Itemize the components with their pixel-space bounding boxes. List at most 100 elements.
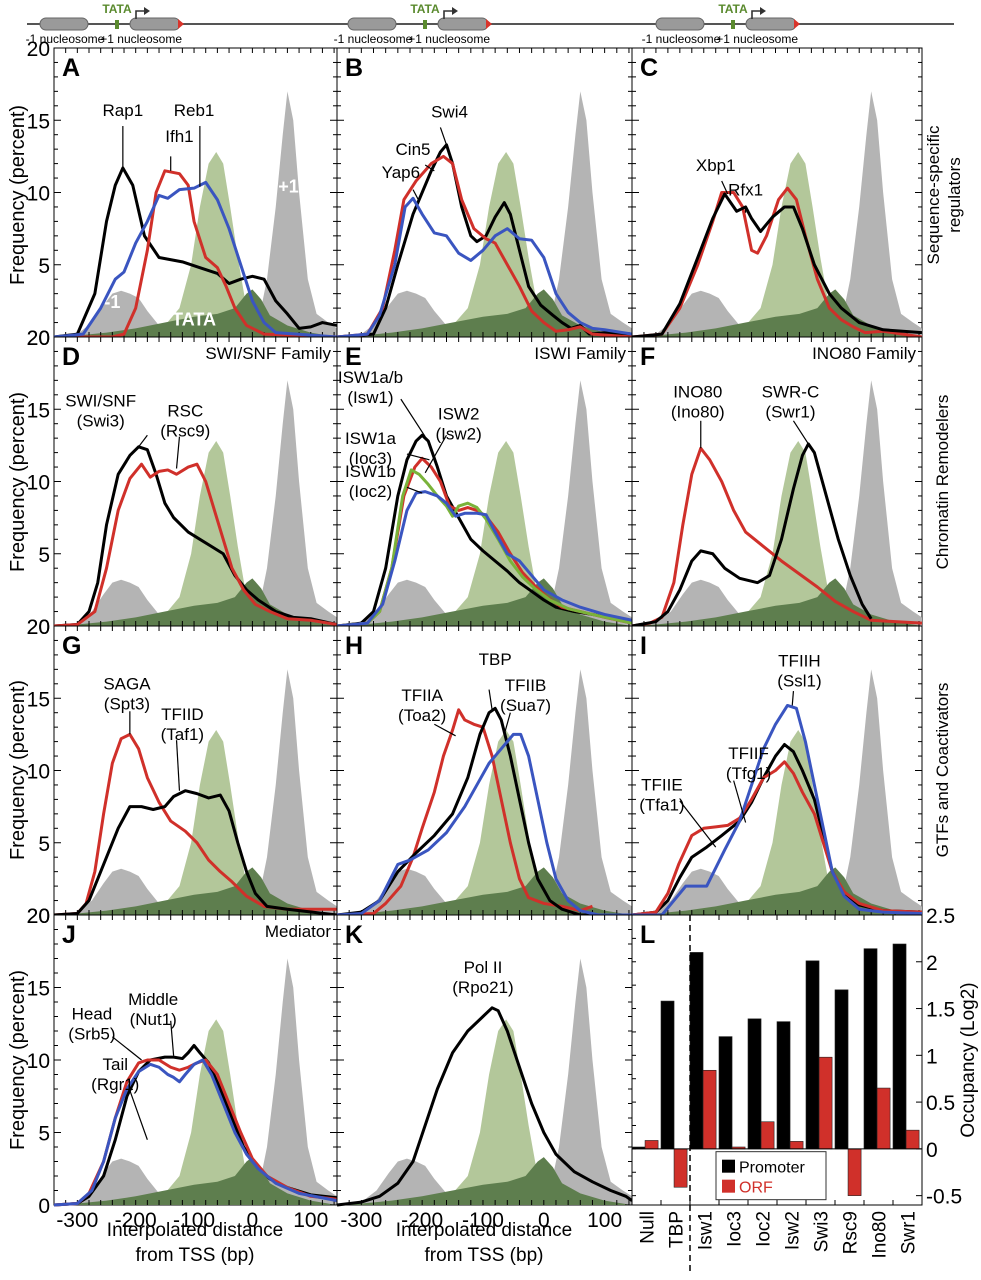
bar-promoter-rsc9 xyxy=(834,989,849,1150)
minus1-nucleosome-label: -1 nucleosome xyxy=(642,32,721,46)
category-label: Ioc3 xyxy=(725,1211,746,1247)
series-label-line: (Ino80) xyxy=(671,403,725,422)
panel-J: 0 5 10 15 20 -300 -200 -100 0 100 Head (Srb5) Middle… xyxy=(27,905,338,1232)
y-tick-label: 15 xyxy=(27,688,50,711)
leader-line xyxy=(424,164,435,172)
bar-promoter-ioc3 xyxy=(718,1036,733,1150)
series-label: Cin5 xyxy=(396,140,431,159)
tata-area xyxy=(54,152,265,337)
bar-promoter-swr1 xyxy=(892,943,907,1150)
series-label-line: INO80 xyxy=(673,383,722,402)
leader-line xyxy=(170,1020,175,1056)
series-label-line: (Taf1) xyxy=(161,725,204,744)
series-line-swi4 xyxy=(336,143,633,339)
series-label-line: (Isw1) xyxy=(347,388,393,407)
series-line-tfiih-ssl1- xyxy=(632,703,923,917)
bar-promoter-tbp xyxy=(660,1000,675,1150)
arrow-tip-icon xyxy=(178,19,184,29)
series-label: RSC (Rsc9) xyxy=(160,401,210,440)
series-label: SWR-C (Swr1) xyxy=(762,383,820,422)
series-line-ifh1 xyxy=(54,169,338,339)
series-label: TFIIA (Toa2) xyxy=(398,686,446,725)
series-label-line: (Nut1) xyxy=(130,1010,177,1029)
series-label-line: (Rsc9) xyxy=(160,421,210,440)
y-axis-label-row3: Frequency (percent) xyxy=(7,680,29,860)
series-label: Ifh1 xyxy=(165,127,193,146)
y-tick-label: 20 xyxy=(27,327,50,350)
series-label: Middle (Nut1) xyxy=(128,990,178,1029)
plus1-nucleosome-area xyxy=(823,669,922,915)
series-label-line: SWR-C xyxy=(762,383,820,402)
minus1-nucleosome-shape xyxy=(39,17,89,31)
bar-promoter-isw2 xyxy=(776,1021,791,1150)
series-label-line: Tail xyxy=(103,1055,129,1074)
panel-E: ISW1a/b (Isw1)ISW1a (Ioc3)ISW2 (Isw2)ISW1b(… xyxy=(336,336,633,628)
y-axis-label-row2: Frequency (percent) xyxy=(7,392,29,572)
tata-area xyxy=(54,441,265,626)
family-title: INO80 Family xyxy=(812,344,916,363)
x-tick-label: -300 xyxy=(340,1209,382,1232)
tss-arrow-icon xyxy=(751,10,761,19)
bar-promoter-isw1 xyxy=(689,952,704,1150)
bar-orf-null xyxy=(644,1140,659,1150)
bar-orf-rsc9 xyxy=(847,1148,862,1196)
leader-line xyxy=(175,436,181,469)
tata-overlap-area xyxy=(632,578,922,626)
bar-orf-swi3 xyxy=(818,1056,833,1150)
panel-F: INO80 (Ino80) SWR-C (Swr1) F INO80 Family xyxy=(631,336,923,628)
y-tick-label: 15 xyxy=(27,978,50,1001)
series-label-line: (Rpo21) xyxy=(452,978,513,997)
legend-label-orf: ORF xyxy=(739,1180,773,1197)
background-annotation-1: TATA xyxy=(172,309,216,329)
legend-swatch-promoter xyxy=(722,1159,735,1173)
tata-overlap-area xyxy=(337,1157,632,1205)
x-tick-label: -200 xyxy=(401,1209,443,1232)
panel-G: 20 5 10 15 20 SAGA (Spt3) TFIID (Taf1) G xyxy=(27,616,338,928)
series-label-line: SWI/SNF xyxy=(65,391,136,410)
promoter-diagram-3: TATA -1 nucleosome+1 nucleosome xyxy=(642,2,954,46)
leader-line xyxy=(791,690,795,706)
series-label-line: ISW2 xyxy=(438,404,480,423)
y-tick-label: 2.5 xyxy=(926,905,955,928)
series-line-saga-spt3- xyxy=(53,732,337,917)
category-label: Isw1 xyxy=(696,1211,717,1250)
leader-line xyxy=(138,434,148,448)
promoter-diagram-1: TATA -1 nucleosome+1 nucleosome xyxy=(26,2,338,46)
series-line-tail-rgr1- xyxy=(53,1058,338,1207)
tata-label: TATA xyxy=(718,2,748,16)
tss-arrowhead-icon xyxy=(760,7,766,15)
series-line-yap6 xyxy=(336,196,633,339)
y-tick-label: 20 xyxy=(27,905,50,928)
category-label: TBP xyxy=(667,1211,688,1248)
series-line-rfx1 xyxy=(631,192,923,339)
series-label-line: TFIIE xyxy=(641,776,683,795)
panel-letter: D xyxy=(62,343,80,371)
panel-letter: I xyxy=(640,632,647,660)
row-label-gtfs: GTFs and Coactivators xyxy=(933,683,952,858)
series-label: TFIID (Taf1) xyxy=(161,705,204,744)
tata-label: TATA xyxy=(410,2,440,16)
tata-overlap-area xyxy=(337,578,632,626)
leader-line xyxy=(412,189,420,202)
series-line-tfiia-toa2- xyxy=(336,708,593,917)
y-tick-label: 20 xyxy=(27,38,50,61)
series-label-line: (Spt3) xyxy=(104,695,150,714)
series-label: TFIIF (Tfg1) xyxy=(726,744,771,783)
plus1-nucleosome-area xyxy=(823,91,922,337)
x-axis-label-left-1: Interpolated distance xyxy=(107,1220,283,1241)
y-tick-label: 20 xyxy=(27,616,50,639)
series-label-line: (Toa2) xyxy=(398,706,446,725)
series-label-line: (Tfa1) xyxy=(639,796,684,815)
legend-label-promoter: Promoter xyxy=(739,1160,805,1177)
leader-line xyxy=(503,712,511,735)
series-label: SAGA (Spt3) xyxy=(103,675,151,714)
family-title: ISWI Family xyxy=(534,344,626,363)
series-line-swi-snf-swi3- xyxy=(53,445,338,628)
plus1-nucleosome-area xyxy=(240,958,337,1205)
x-axis-label-left-2: from TSS (bp) xyxy=(136,1245,255,1266)
plus1-nucleosome-shape xyxy=(129,17,181,31)
bar-orf-swr1 xyxy=(905,1129,920,1150)
series-label: TBP xyxy=(479,650,512,669)
plus1-nucleosome-label: +1 nucleosome xyxy=(408,32,490,46)
